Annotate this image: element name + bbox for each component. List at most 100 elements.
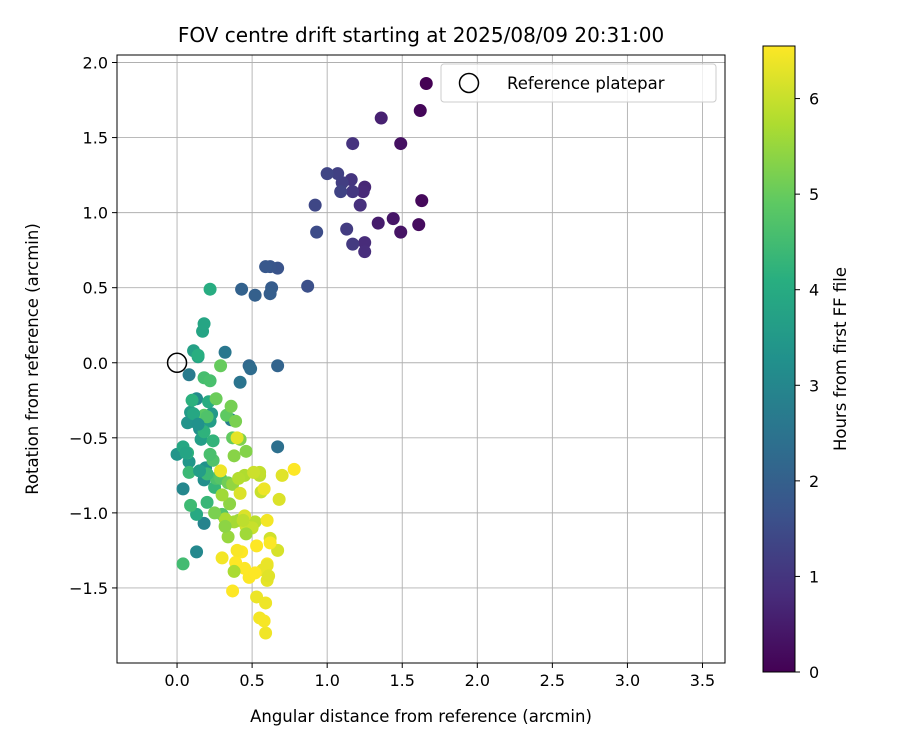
data-point (415, 194, 429, 208)
data-point (346, 137, 360, 151)
data-point (334, 185, 348, 199)
data-point (203, 447, 217, 461)
data-point (214, 464, 228, 478)
data-point (250, 539, 264, 553)
x-tick-label: 1.5 (390, 671, 415, 690)
x-tick-label: 1.0 (314, 671, 339, 690)
data-point (233, 375, 247, 389)
data-point (235, 282, 249, 296)
data-point (215, 551, 229, 565)
data-point (209, 392, 223, 406)
legend-entry-reference: Reference platepar (507, 74, 665, 93)
data-point (287, 462, 301, 476)
y-tick-label: −1.5 (69, 579, 108, 598)
data-point (275, 468, 289, 482)
x-tick-label: 0.5 (239, 671, 264, 690)
x-tick-label: 0.0 (164, 671, 189, 690)
data-point (346, 185, 360, 199)
x-axis: 0.0 0.5 1.0 1.5 2.0 2.5 3.0 3.5 (164, 663, 715, 690)
data-point (206, 434, 220, 448)
y-tick-label: 0.5 (83, 279, 108, 298)
data-point (394, 137, 408, 151)
colorbar: 0 1 2 3 4 5 6 Hours from first FF file (762, 45, 850, 682)
data-point (200, 410, 214, 424)
data-point (233, 486, 247, 500)
data-point (331, 167, 345, 181)
colorbar-tick-label: 6 (809, 90, 819, 109)
data-points (166, 77, 433, 640)
data-point (203, 374, 217, 388)
data-point (229, 414, 243, 428)
data-point (176, 482, 190, 496)
legend-marker-reference-icon (458, 72, 480, 94)
x-tick-label: 3.0 (615, 671, 640, 690)
data-point (221, 530, 235, 544)
data-point (358, 245, 372, 259)
data-point (176, 557, 190, 571)
colorbar-tick-label: 0 (809, 663, 819, 682)
reference-platepar-marker (166, 352, 188, 374)
data-point (190, 545, 204, 559)
data-point (223, 497, 237, 511)
data-point (371, 216, 385, 230)
data-point (271, 440, 285, 454)
data-point (257, 482, 271, 496)
y-axis: −1.5 −1.0 −0.5 0.0 0.5 1.0 1.5 2.0 (69, 54, 117, 598)
colorbar-gradient (762, 45, 796, 673)
data-point (185, 393, 199, 407)
data-point (193, 464, 207, 478)
colorbar-tick-label: 5 (809, 185, 819, 204)
y-axis-label: Rotation from reference (arcmin) (23, 223, 42, 495)
colorbar-ticks: 0 1 2 3 4 5 6 (795, 90, 819, 682)
chart-title: FOV centre drift starting at 2025/08/09 … (178, 23, 664, 47)
data-point (184, 498, 198, 512)
data-point (182, 465, 196, 479)
data-point (346, 237, 360, 251)
data-point (227, 449, 241, 463)
data-point (259, 626, 273, 640)
x-axis-label: Angular distance from reference (arcmin) (250, 707, 592, 726)
data-point (200, 495, 214, 509)
y-tick-label: 0.0 (83, 354, 108, 373)
data-point (262, 569, 276, 583)
data-point (271, 359, 285, 373)
data-point (374, 111, 388, 125)
data-point (340, 222, 354, 236)
data-point (263, 536, 277, 550)
data-point (182, 368, 196, 382)
data-point (197, 516, 211, 530)
data-point (353, 198, 367, 212)
data-point (208, 506, 222, 520)
data-point (232, 471, 246, 485)
x-tick-label: 2.5 (540, 671, 565, 690)
y-tick-label: 1.5 (83, 129, 108, 148)
data-point (224, 399, 238, 413)
data-point (244, 362, 258, 376)
data-point (230, 543, 244, 557)
y-tick-label: −1.0 (69, 504, 108, 523)
data-point (247, 465, 261, 479)
data-point (413, 104, 427, 118)
data-point (272, 492, 286, 506)
data-point (191, 417, 205, 431)
data-point (356, 185, 370, 199)
data-point (218, 519, 232, 533)
colorbar-tick-label: 1 (809, 567, 819, 586)
data-point (259, 596, 273, 610)
data-point (412, 218, 426, 232)
x-tick-label: 2.0 (465, 671, 490, 690)
grid (117, 55, 725, 663)
data-point (263, 287, 277, 301)
data-point (226, 584, 240, 598)
data-point (386, 212, 400, 226)
data-point (419, 77, 433, 91)
data-point (179, 446, 193, 460)
data-point (236, 513, 250, 527)
data-point (301, 279, 315, 293)
data-point (257, 614, 271, 628)
data-point (394, 225, 408, 239)
data-point (203, 282, 217, 296)
colorbar-tick-label: 3 (809, 376, 819, 395)
legend: Reference platepar (440, 63, 717, 103)
